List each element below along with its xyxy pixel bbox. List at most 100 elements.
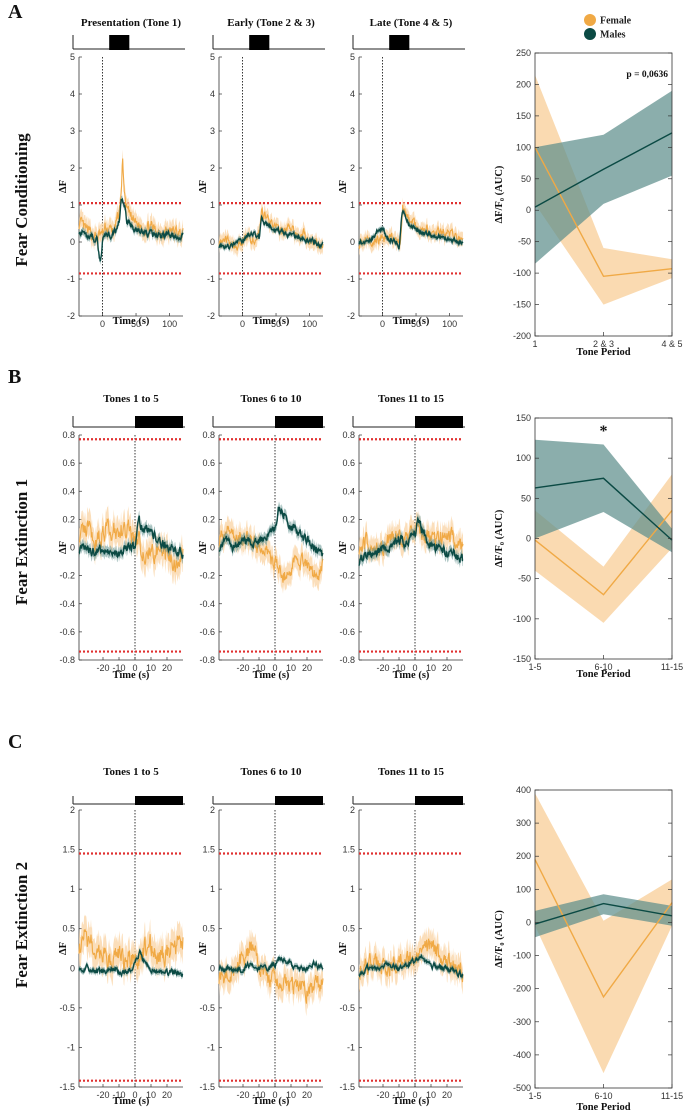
y-tick-label: 0.5: [342, 924, 355, 934]
auc-x-tick-label: 1-5: [528, 662, 541, 672]
x-tick-label: 20: [442, 663, 452, 673]
x-tick-label: -20: [376, 663, 389, 673]
auc-band-males: [535, 439, 672, 553]
y-tick-label: 0.6: [342, 458, 355, 468]
auc-x-axis-label: Tone Period: [576, 347, 630, 358]
auc-y-tick-label: -150: [513, 300, 531, 310]
legend-label-males: Males: [600, 30, 626, 41]
legend-swatch-female: [584, 14, 596, 26]
y-tick-label: 1: [350, 884, 355, 894]
trace-line-males: [358, 209, 464, 250]
auc-y-tick-label: -50: [518, 574, 531, 584]
y-tick-label: -0.8: [199, 655, 215, 665]
y-axis-label: ΔF: [198, 541, 209, 554]
row-label: Fear Extinction 2: [12, 862, 31, 988]
x-tick-label: -20: [236, 1090, 249, 1100]
y-tick-label: 0: [70, 543, 75, 553]
x-tick-label: 20: [302, 1090, 312, 1100]
y-tick-label: 0.2: [342, 514, 355, 524]
trace-title: Tones 11 to 15: [378, 393, 444, 405]
x-tick-label: 0: [272, 663, 277, 673]
y-tick-label: 0: [350, 543, 355, 553]
y-tick-label: 0.2: [62, 514, 75, 524]
y-tick-label: -0.5: [339, 1003, 355, 1013]
y-tick-label: -0.6: [199, 627, 215, 637]
auc-y-tick-label: 300: [516, 818, 531, 828]
trace-line-female: [358, 204, 464, 249]
trace-line-female: [218, 525, 324, 583]
auc-x-tick-label: 2 & 3: [593, 339, 614, 349]
x-tick-label: 0: [272, 1090, 277, 1100]
y-tick-label: 3: [210, 126, 215, 136]
y-tick-label: 0: [210, 543, 215, 553]
x-tick-label: 0: [412, 663, 417, 673]
trace-panel: Tones 11 to 15 -0.8 -0.6 -0.4 -0.2 0 0.2 0.4 0.6…: [338, 393, 465, 681]
y-tick-label: 5: [70, 52, 75, 62]
y-axis-label: ΔF: [198, 942, 209, 955]
y-axis-label: ΔF: [338, 942, 349, 955]
y-tick-label: -0.2: [59, 571, 75, 581]
y-tick-label: -0.6: [59, 627, 75, 637]
auc-x-tick-label: 4 & 5: [661, 339, 682, 349]
x-tick-label: 0: [240, 319, 245, 329]
panel-label: B: [8, 366, 21, 388]
auc-x-tick-label: 11-15: [661, 1091, 683, 1101]
legend-label-female: Female: [600, 16, 632, 27]
x-tick-label: 50: [271, 319, 281, 329]
y-tick-label: 2: [210, 163, 215, 173]
x-axis-label: Time (s): [113, 670, 150, 681]
y-tick-label: -1: [207, 1042, 215, 1052]
auc-y-tick-label: -100: [513, 268, 531, 278]
x-tick-label: 0: [412, 1090, 417, 1100]
y-tick-label: -0.8: [339, 655, 355, 665]
y-tick-label: -0.6: [339, 627, 355, 637]
y-tick-label: -0.4: [199, 599, 215, 609]
trace-title: Tones 1 to 5: [103, 766, 159, 778]
x-tick-label: -20: [96, 663, 109, 673]
y-tick-label: 4: [350, 89, 355, 99]
x-tick-label: 20: [162, 663, 172, 673]
trace-line-males: [218, 956, 324, 974]
y-tick-label: 2: [350, 805, 355, 815]
trace-title: Tones 6 to 10: [240, 393, 302, 405]
y-tick-label: -2: [207, 311, 215, 321]
y-tick-label: 0.5: [62, 924, 75, 934]
x-tick-label: 100: [162, 319, 177, 329]
y-tick-label: -0.4: [59, 599, 75, 609]
auc-y-tick-label: -100: [513, 951, 531, 961]
y-tick-label: 0: [70, 237, 75, 247]
x-axis-label: Time (s): [393, 316, 430, 327]
trace-band-males: [359, 208, 463, 253]
y-tick-label: 0.4: [342, 486, 355, 496]
auc-x-axis-label: Tone Period: [576, 1102, 630, 1113]
auc-y-axis-label: ΔF/F₀ (AUC): [494, 165, 505, 223]
y-axis-label: ΔF: [198, 180, 209, 193]
x-tick-label: -10: [392, 1090, 405, 1100]
auc-x-tick-label: 1: [532, 339, 537, 349]
x-axis-label: Time (s): [113, 316, 150, 327]
auc-line-female: [534, 509, 673, 596]
x-axis-label: Time (s): [253, 1096, 290, 1107]
tone-bar: [415, 416, 463, 428]
y-tick-label: 0.4: [202, 486, 215, 496]
y-tick-label: 0.4: [62, 486, 75, 496]
tone-bar: [389, 35, 410, 50]
y-tick-label: 0.2: [202, 514, 215, 524]
y-tick-label: -1: [67, 274, 75, 284]
y-tick-label: 2: [210, 805, 215, 815]
trace-line-female: [358, 521, 464, 557]
p-value-annotation: p = 0,0636: [626, 70, 668, 80]
panel-label: A: [8, 1, 23, 23]
x-tick-label: 50: [131, 319, 141, 329]
trace-panel: Tones 11 to 15 -1.5 -1 -0.5 0 0.5 1 1.5 2 -20 -10 0…: [338, 766, 465, 1107]
auc-y-tick-label: 0: [526, 534, 531, 544]
y-tick-label: -0.4: [339, 599, 355, 609]
y-tick-label: -0.5: [59, 1003, 75, 1013]
y-tick-label: 0: [350, 237, 355, 247]
y-tick-label: 0.8: [342, 430, 355, 440]
trace-line-female: [218, 206, 324, 251]
auc-y-tick-label: 0: [526, 917, 531, 927]
y-tick-label: -1.5: [59, 1082, 75, 1092]
x-tick-label: 100: [302, 319, 317, 329]
y-tick-label: -1: [207, 274, 215, 284]
